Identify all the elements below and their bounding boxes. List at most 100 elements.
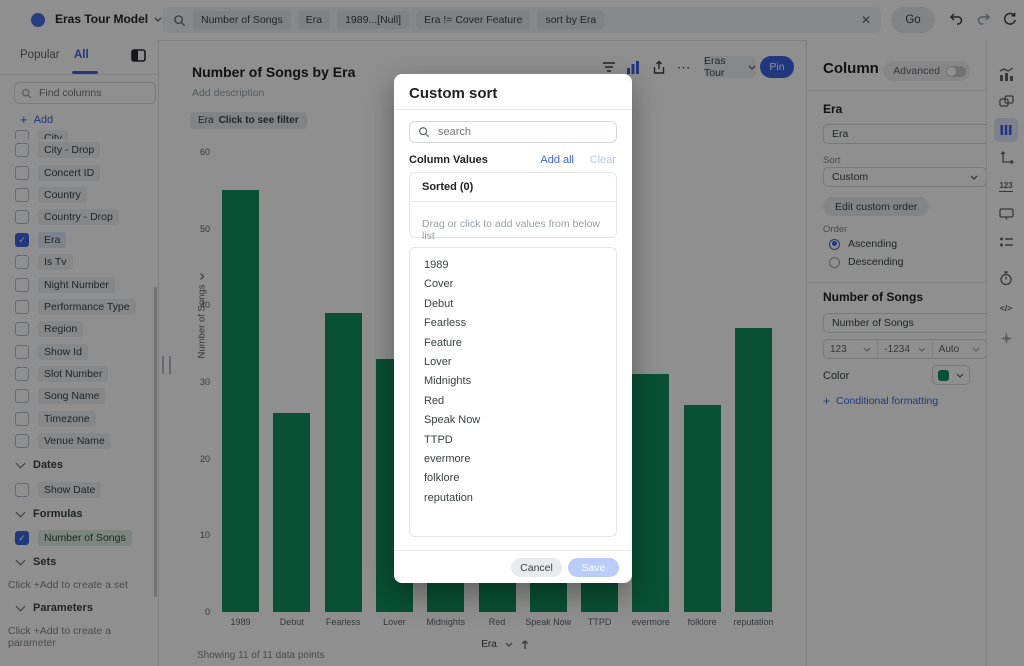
redo-icon[interactable] xyxy=(976,11,994,29)
sidebar-resize-handle[interactable] xyxy=(162,356,171,374)
column-row[interactable]: Night Number xyxy=(0,273,158,295)
column-row[interactable]: Region xyxy=(0,318,158,340)
element-title[interactable]: Number of Songs by Era xyxy=(192,64,356,80)
checkbox[interactable]: ✓ xyxy=(15,232,29,247)
description-placeholder[interactable]: Add description xyxy=(192,87,265,99)
checkbox[interactable] xyxy=(15,344,29,359)
tab-popular[interactable]: Popular xyxy=(20,49,60,61)
column-row[interactable]: Song Name xyxy=(0,385,158,407)
ai-spark-icon[interactable] xyxy=(994,326,1018,350)
find-columns-search[interactable] xyxy=(14,82,156,104)
column-row[interactable]: Country xyxy=(0,184,158,206)
formula-token[interactable]: 1989...[Null] xyxy=(337,11,410,29)
edit-custom-order-button[interactable]: Edit custom order xyxy=(823,197,930,216)
checkbox[interactable] xyxy=(15,367,29,382)
sort-value-item[interactable]: Speak Now xyxy=(424,414,481,427)
sort-value-item[interactable]: evermore xyxy=(424,452,471,465)
checkbox[interactable] xyxy=(15,411,29,426)
modal-search[interactable] xyxy=(409,121,617,143)
checkbox[interactable] xyxy=(15,187,29,202)
export-icon[interactable] xyxy=(650,58,668,76)
bar[interactable] xyxy=(222,190,259,612)
sidebar-scrollbar[interactable] xyxy=(154,287,157,597)
code-icon[interactable]: </> xyxy=(999,303,1013,313)
formula-token[interactable]: Era xyxy=(297,11,331,29)
checkbox[interactable] xyxy=(15,322,29,337)
column-row[interactable]: Performance Type xyxy=(0,296,158,318)
formula-token[interactable]: Number of Songs xyxy=(193,11,291,29)
modal-search-input[interactable] xyxy=(436,125,608,139)
format-style-select[interactable]: -1234 xyxy=(878,340,933,358)
column-row[interactable]: City - Drop xyxy=(0,139,158,161)
chart-type-icon[interactable] xyxy=(624,58,642,76)
conditional-formatting-link[interactable]: + Conditional formatting xyxy=(823,394,938,408)
formula-token[interactable]: Era != Cover Feature xyxy=(416,11,531,29)
bar[interactable] xyxy=(324,313,362,612)
more-menu-icon[interactable]: ⋯ xyxy=(676,58,692,75)
column-row[interactable]: Slot Number xyxy=(0,363,158,385)
clear-link[interactable]: Clear xyxy=(589,154,616,166)
checkbox[interactable] xyxy=(15,277,29,292)
pin-button[interactable]: Pin xyxy=(760,56,794,78)
bar[interactable] xyxy=(273,412,311,612)
app-logo-icon[interactable] xyxy=(31,13,45,27)
songs-name-input[interactable] xyxy=(823,313,989,333)
sort-value-item[interactable]: Midnights xyxy=(424,375,472,388)
sorted-dropzone[interactable]: Sorted (0) Drag or click to add values f… xyxy=(409,172,617,242)
format-precision-select[interactable]: Auto xyxy=(933,340,986,358)
sort-value-item[interactable]: Fearless xyxy=(424,317,467,330)
sort-value-item[interactable]: 1989 xyxy=(424,259,449,271)
sort-value-item[interactable]: Debut xyxy=(424,297,454,310)
column-row[interactable]: Concert ID xyxy=(0,161,158,183)
advanced-toggle[interactable]: Advanced xyxy=(883,61,970,81)
column-row[interactable]: Show Id xyxy=(0,341,158,363)
column-row[interactable]: Venue Name xyxy=(0,430,158,452)
section-header[interactable]: Parameters xyxy=(0,595,158,621)
checkbox[interactable] xyxy=(15,434,29,449)
history-icon[interactable] xyxy=(1002,11,1020,29)
format-type-select[interactable]: 123 xyxy=(824,340,879,358)
order-option-descending[interactable]: Descending xyxy=(829,256,903,268)
save-button[interactable]: Save xyxy=(568,558,619,577)
refresh-schedule-icon[interactable] xyxy=(994,266,1018,290)
order-option-ascending[interactable]: Ascending xyxy=(829,238,897,250)
new-element-icon[interactable] xyxy=(994,90,1018,114)
column-row[interactable]: Timezone xyxy=(0,408,158,430)
bar[interactable] xyxy=(735,328,772,612)
collapse-panel-icon[interactable] xyxy=(131,48,146,63)
find-columns-input[interactable] xyxy=(37,86,131,100)
column-row[interactable]: ✓ Number of Songs xyxy=(0,527,158,549)
sort-value-item[interactable]: Cover xyxy=(424,278,454,291)
checkbox[interactable] xyxy=(15,299,29,314)
checkbox[interactable] xyxy=(15,210,29,225)
axes-icon[interactable] xyxy=(994,146,1018,170)
add-all-link[interactable]: Add all xyxy=(540,154,574,166)
section-header[interactable]: Dates xyxy=(0,452,158,478)
sort-value-item[interactable]: folklore xyxy=(424,472,460,485)
section-header[interactable]: Sets xyxy=(0,549,158,575)
sort-value-item[interactable]: Feature xyxy=(424,336,462,349)
sort-value-item[interactable]: Lover xyxy=(424,355,452,368)
sort-value-item[interactable]: TTPD xyxy=(424,433,453,446)
column-row[interactable]: Country - Drop xyxy=(0,206,158,228)
display-icon[interactable] xyxy=(994,202,1018,226)
model-switcher[interactable]: Eras Tour Model xyxy=(55,12,162,26)
sort-ascending-icon[interactable] xyxy=(521,639,529,650)
column-row[interactable]: Is Tv xyxy=(0,251,158,273)
columns-panel-icon[interactable] xyxy=(994,118,1018,142)
filter-tool-icon[interactable] xyxy=(600,58,618,76)
undo-icon[interactable] xyxy=(948,11,966,29)
element-dropdown[interactable]: Eras Tour xyxy=(704,55,756,79)
era-name-input[interactable] xyxy=(823,124,989,144)
combo-chart-icon[interactable] xyxy=(994,62,1018,86)
cancel-button[interactable]: Cancel xyxy=(511,558,562,577)
go-button[interactable]: Go xyxy=(891,7,935,33)
formula-bar[interactable]: Number of Songs Era 1989...[Null] Era != Co… xyxy=(163,7,881,33)
properties-list-icon[interactable] xyxy=(994,230,1018,254)
tab-all[interactable]: All xyxy=(74,49,89,61)
sort-value-item[interactable]: Red xyxy=(424,394,445,407)
checkbox[interactable] xyxy=(15,389,29,404)
checkbox[interactable] xyxy=(15,143,29,158)
color-picker[interactable] xyxy=(932,365,970,385)
x-axis-control[interactable]: Era xyxy=(455,639,555,650)
